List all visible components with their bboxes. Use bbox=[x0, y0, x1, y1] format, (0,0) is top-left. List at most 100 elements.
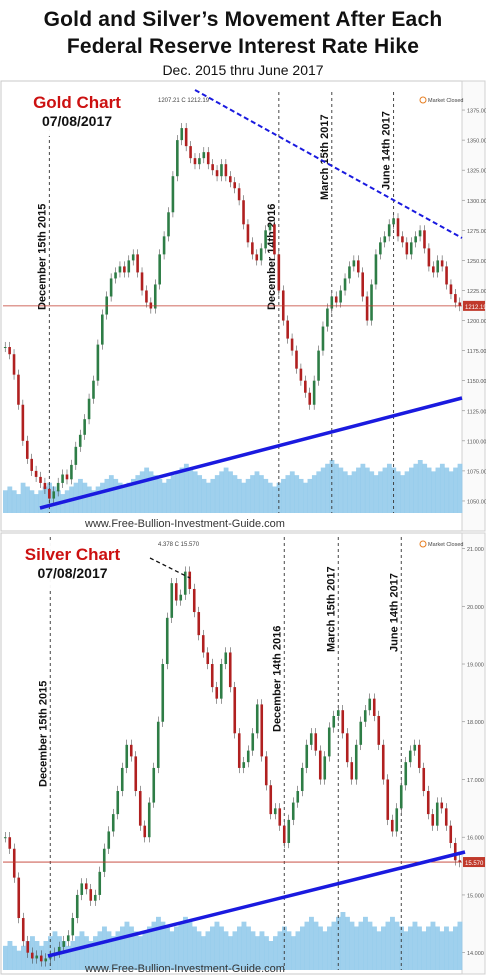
support-trendline bbox=[47, 850, 466, 958]
candle-body bbox=[426, 791, 430, 815]
volume-bar bbox=[426, 926, 431, 970]
volume-bar bbox=[313, 921, 319, 970]
volume-bar bbox=[165, 926, 170, 970]
candle-body bbox=[305, 744, 309, 768]
volume-bar bbox=[254, 471, 260, 513]
candle-body bbox=[39, 955, 43, 962]
candle-body bbox=[334, 296, 338, 303]
candle-body bbox=[215, 687, 219, 699]
candle-body bbox=[386, 779, 390, 820]
candle-body bbox=[206, 652, 210, 665]
chart-title-line-2: Federal Reserve Interest Rate Hike bbox=[66, 35, 420, 58]
candle-body bbox=[201, 635, 205, 653]
candle-body bbox=[290, 338, 294, 351]
candle-body bbox=[440, 260, 444, 267]
chart-name: Silver Chart bbox=[25, 545, 121, 564]
candle-body bbox=[417, 744, 421, 768]
candle-body bbox=[52, 491, 56, 499]
volume-bar bbox=[439, 463, 445, 513]
candle-body bbox=[387, 224, 391, 237]
candle-body bbox=[202, 152, 206, 159]
volume-bar bbox=[3, 945, 8, 970]
y-tick-label: 1100.00 bbox=[467, 439, 486, 445]
volume-bar bbox=[394, 921, 400, 970]
volume-bar bbox=[187, 921, 193, 970]
volume-bar bbox=[250, 475, 255, 513]
candle-body bbox=[156, 721, 160, 768]
candle-body bbox=[246, 224, 250, 243]
volume-bar bbox=[408, 926, 413, 970]
candle-body bbox=[17, 877, 21, 919]
candle-body bbox=[309, 733, 313, 745]
chart-title-line-1: Gold and Silver’s Movement After Each bbox=[43, 8, 443, 31]
volume-bar bbox=[376, 931, 382, 970]
event-label: December 15th 2015 bbox=[36, 204, 48, 310]
volume-bar bbox=[334, 463, 339, 513]
last-price-tag bbox=[463, 857, 485, 868]
candle-body bbox=[96, 344, 100, 381]
volume-bar bbox=[282, 926, 287, 970]
volume-bar bbox=[453, 926, 458, 970]
event-label: March 15th 2017 bbox=[325, 566, 337, 652]
volume-bar bbox=[236, 478, 242, 513]
candle-body bbox=[98, 871, 102, 895]
candle-body bbox=[206, 152, 210, 165]
candle-body bbox=[374, 254, 378, 285]
candle-body bbox=[356, 260, 360, 273]
y-tick-label: 19.000 bbox=[467, 663, 484, 669]
volume-bar bbox=[426, 467, 432, 513]
volume-bar bbox=[169, 931, 175, 970]
candle-body bbox=[162, 236, 166, 255]
y-axis-strip bbox=[461, 532, 486, 975]
candle-body bbox=[352, 260, 356, 267]
volume-bar bbox=[422, 463, 428, 513]
gold-chart: 1375.00 1350.00 1325.00 1300.00 1275.00 1250.… bbox=[0, 80, 486, 532]
volume-bar bbox=[338, 467, 344, 513]
volume-bar bbox=[255, 936, 260, 970]
volume-bar bbox=[354, 926, 359, 970]
candle-body bbox=[435, 802, 439, 826]
volume-bar bbox=[38, 490, 44, 513]
candle-body bbox=[61, 474, 64, 483]
volume-bar bbox=[277, 931, 283, 970]
candle-body bbox=[57, 946, 61, 953]
candle-body bbox=[449, 284, 453, 295]
event-label: December 15th 2015 bbox=[37, 681, 49, 787]
chart-date: 07/08/2017 bbox=[42, 113, 112, 129]
volume-bar bbox=[400, 475, 406, 513]
candle-body bbox=[454, 294, 457, 303]
candle-body bbox=[70, 464, 73, 480]
volume-bar bbox=[29, 490, 35, 513]
volume-bar bbox=[430, 921, 436, 970]
candle-body bbox=[65, 474, 69, 480]
candle-body bbox=[198, 158, 201, 165]
volume-bar bbox=[272, 486, 278, 513]
candle-body bbox=[138, 791, 142, 826]
candle-body bbox=[39, 476, 42, 483]
candle-body bbox=[336, 710, 340, 716]
volume-bar bbox=[210, 926, 215, 970]
volume-bar bbox=[166, 478, 172, 513]
volume-bar bbox=[70, 941, 76, 970]
volume-bar bbox=[214, 475, 220, 513]
volume-bar bbox=[291, 936, 296, 970]
chart-date: 07/08/2017 bbox=[37, 565, 107, 581]
event-label: December 14th 2016 bbox=[271, 626, 283, 732]
volume-bar bbox=[151, 921, 157, 970]
candle-body bbox=[107, 831, 111, 849]
y-tick-label: 1275.00 bbox=[467, 229, 486, 235]
candle-body bbox=[228, 652, 232, 688]
candle-body bbox=[92, 380, 95, 399]
candle-body bbox=[332, 715, 336, 728]
support-trendline bbox=[39, 396, 463, 510]
volume-bar bbox=[179, 467, 185, 513]
volume-bar bbox=[144, 467, 150, 513]
candle-body bbox=[453, 842, 457, 861]
volume-bar bbox=[318, 926, 323, 970]
candle-body bbox=[17, 374, 20, 405]
candle-body bbox=[323, 756, 327, 780]
candle-body bbox=[414, 236, 417, 243]
candle-body bbox=[343, 278, 347, 291]
candle-body bbox=[399, 785, 403, 809]
volume-bar bbox=[294, 475, 300, 513]
